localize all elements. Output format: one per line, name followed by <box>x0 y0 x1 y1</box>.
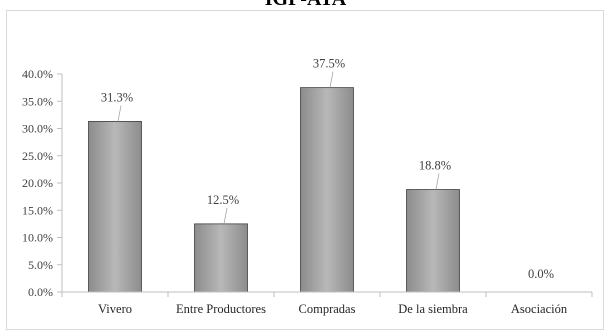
y-tick-label: 0.0% <box>28 285 53 299</box>
bars <box>88 87 460 293</box>
y-tick-label: 25.0% <box>22 149 53 163</box>
x-tick-label: Compradas <box>299 302 356 316</box>
y-tick-label: 20.0% <box>22 176 53 190</box>
y-tick-label: 30.0% <box>22 122 53 136</box>
y-tick-label: 35.0% <box>22 94 53 108</box>
y-tick-label: 15.0% <box>22 203 53 217</box>
data-label: 37.5% <box>313 57 345 71</box>
chart-title: IGP-ATA <box>0 0 611 10</box>
y-tick-label: 10.0% <box>22 231 53 245</box>
data-label-leader <box>435 173 440 190</box>
bar <box>300 87 354 293</box>
data-label-leader <box>223 207 228 224</box>
y-tick-label: 5.0% <box>28 258 53 272</box>
x-tick-label: Asociación <box>511 302 568 316</box>
y-axis: 0.0% 5.0% 10.0% 15.0% 20.0% 25.0% 30.0% 35.0% 40… <box>22 67 63 299</box>
data-label: 18.8% <box>419 159 451 173</box>
data-label: 12.5% <box>207 193 239 207</box>
x-tick-label: De la siembra <box>398 302 468 316</box>
data-label-leader <box>329 71 334 88</box>
data-label: 31.3% <box>101 90 133 104</box>
x-axis: Vivero Entre Productores Compradas De la si… <box>61 291 593 316</box>
data-labels: 31.3% 12.5% 37.5% 18.8% 0.0% <box>101 57 554 281</box>
x-tick-label: Entre Productores <box>176 302 266 316</box>
y-tick-label: 40.0% <box>22 67 53 81</box>
data-label: 0.0% <box>528 267 554 281</box>
data-label-leader <box>117 105 122 122</box>
bar <box>194 223 248 293</box>
x-tick-label: Vivero <box>98 302 132 316</box>
bar <box>88 121 142 293</box>
bar <box>406 189 460 293</box>
